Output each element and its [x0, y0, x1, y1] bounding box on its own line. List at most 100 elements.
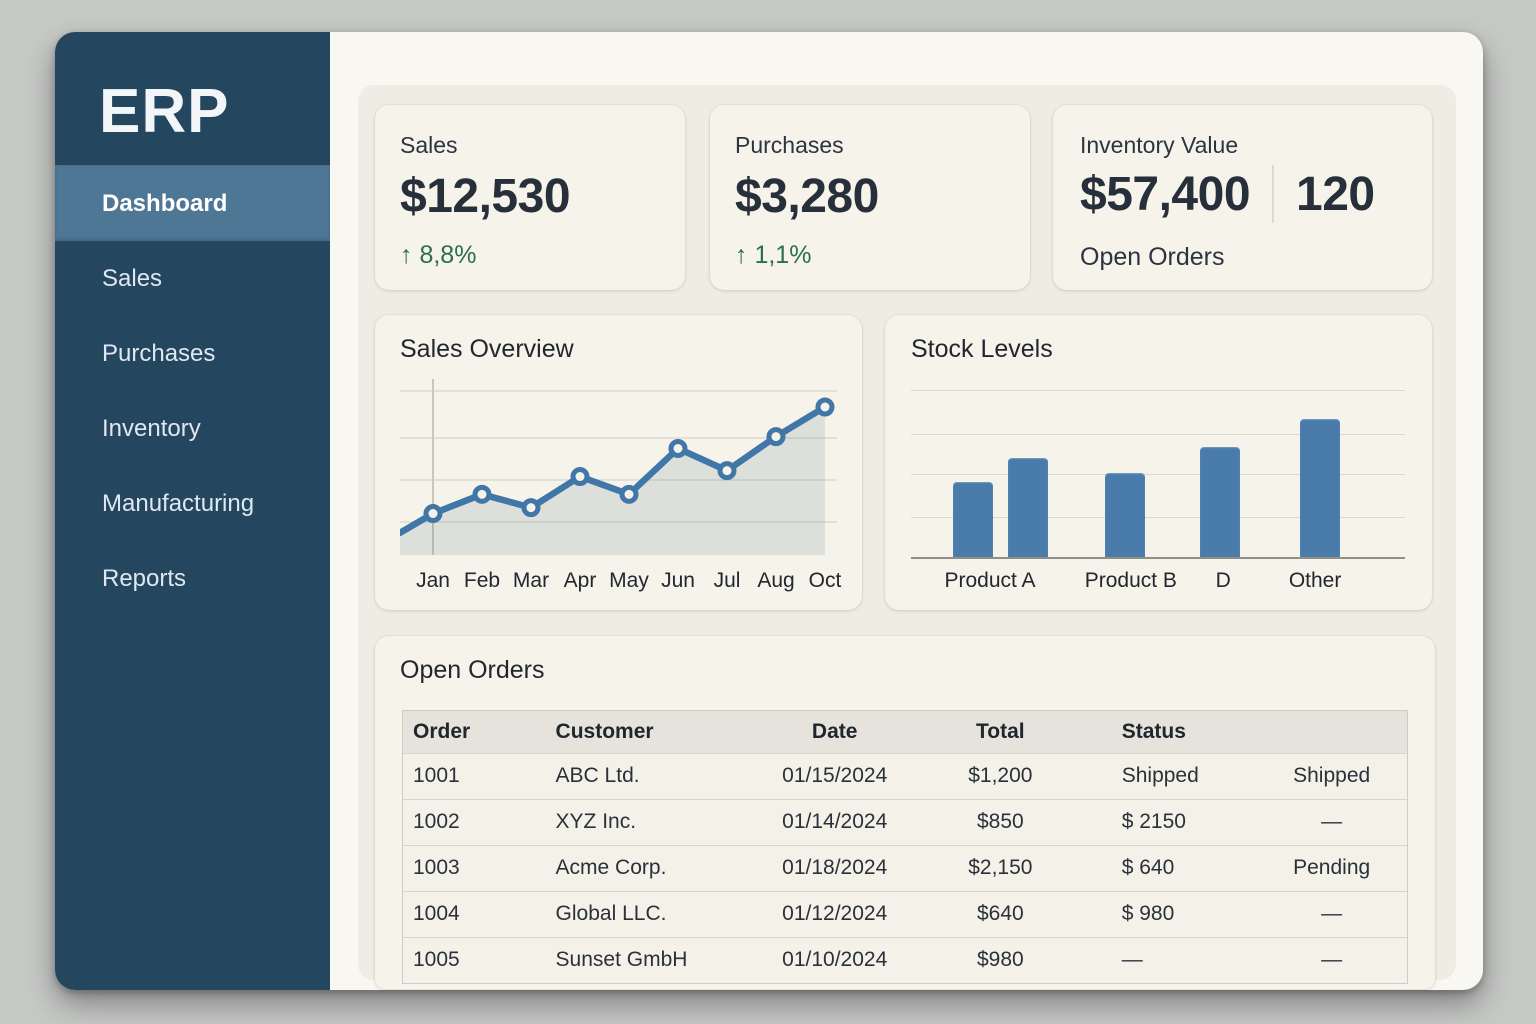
line-data-point [472, 484, 492, 504]
table-row[interactable]: 1001 ABC Ltd. 01/15/2024 $1,200 Shipped Shipp… [403, 753, 1407, 799]
sidebar-item-dashboard[interactable]: Dashboard [55, 166, 330, 241]
line-data-point [717, 461, 737, 481]
table-cell: — [1321, 810, 1343, 833]
stock-bar [1007, 457, 1048, 557]
kpi-purchases-delta: ↑ 1,1% [735, 241, 811, 270]
column-header-status: Status [1121, 719, 1186, 743]
table-row[interactable]: 1004 Global LLC. 01/12/2024 $640 $ 980 — [403, 891, 1407, 937]
kpi-inventory-label: Inventory Value [1080, 132, 1239, 158]
kpi-card-sales: Sales $12,530 ↑ 8,8% [375, 105, 685, 290]
stock-bar [1199, 446, 1240, 557]
sidebar-item-inventory[interactable]: Inventory [102, 414, 201, 442]
kpi-inventory-sublabel: Open Orders [1080, 243, 1225, 271]
kpi-card-inventory: Inventory Value $57,400 120 Open Orders [1053, 105, 1432, 290]
table-cell: Shipped [1121, 764, 1199, 787]
table-cell: $ 980 [1121, 902, 1175, 925]
kpi-card-purchases: Purchases $3,280 ↑ 1,1% [710, 105, 1030, 290]
gridline [911, 516, 1405, 518]
arrow-up-icon: ↑ [400, 241, 413, 269]
sidebar-item-manufacturing[interactable]: Manufacturing [102, 489, 255, 517]
sidebar-item-sales[interactable]: Sales [102, 264, 163, 292]
x-axis-tick-label: Product B [1084, 569, 1177, 592]
x-axis-tick-label: May [609, 569, 649, 592]
table-cell: 01/15/2024 [782, 764, 888, 787]
sidebar-item-reports[interactable]: Reports [102, 564, 187, 592]
table-header-row: Order Customer Date Total Status [403, 711, 1407, 753]
stock-chart-x-axis: Product A Product B D Other [911, 569, 1405, 597]
line-data-point [570, 467, 590, 487]
table-cell: $850 [976, 810, 1024, 833]
table-cell: ABC Ltd. [555, 764, 640, 787]
stock-bar [1105, 472, 1146, 557]
table-cell: — [1121, 948, 1143, 972]
gridline [911, 389, 1405, 391]
vertical-divider [1272, 165, 1275, 223]
x-axis-tick-label: D [1215, 569, 1231, 592]
table-cell: 1005 [413, 948, 460, 972]
sales-overview-card: Sales Overview Jan Feb Mar Apr May Jun Jul Aug O… [375, 315, 862, 610]
table-cell: 01/10/2024 [782, 948, 888, 972]
x-axis-tick-label: Mar [512, 569, 550, 592]
arrow-up-icon: ↑ [735, 241, 748, 269]
table-cell: 1001 [413, 764, 460, 787]
table-row[interactable]: 1003 Acme Corp. 01/18/2024 $2,150 $ 640 Pendi… [403, 845, 1407, 891]
stock-bar [952, 482, 993, 557]
sales-overview-title: Sales Overview [400, 335, 574, 363]
x-axis-tick-label: Product A [944, 569, 1036, 592]
column-header-customer: Customer [555, 719, 654, 743]
table-cell: $980 [976, 948, 1024, 972]
kpi-sales-label: Sales [400, 132, 458, 158]
stock-bar [1299, 419, 1340, 557]
table-cell: Global LLC. [555, 902, 667, 925]
open-orders-table: Order Customer Date Total Status 1001 ABC Ltd… [403, 711, 1407, 983]
table-cell: — [1321, 948, 1343, 972]
erp-window: ERP Dashboard Sales Purchases Inventory Manu… [55, 32, 1483, 990]
x-axis-tick-label: Oct [808, 569, 842, 592]
table-cell: Pending [1293, 856, 1371, 879]
line-data-point [815, 397, 835, 417]
gridline [911, 433, 1405, 435]
sales-chart-x-axis: Jan Feb Mar Apr May Jun Jul Aug Oct [400, 569, 841, 597]
x-axis-tick-label: Feb [463, 569, 501, 592]
table-cell: 01/12/2024 [782, 902, 888, 925]
table-cell: XYZ Inc. [555, 810, 637, 833]
column-header-total: Total [976, 719, 1025, 743]
open-orders-table-wrap: Order Customer Date Total Status 1001 ABC Ltd… [402, 710, 1408, 984]
x-axis-tick-label: Apr [563, 569, 597, 592]
kpi-purchases-delta-value: 1,1% [754, 241, 812, 269]
table-cell: $640 [976, 902, 1024, 925]
table-row[interactable]: 1002 XYZ Inc. 01/14/2024 $850 $ 2150 — [403, 799, 1407, 845]
table-header: Order Customer Date Total Status [403, 711, 1407, 753]
table-cell: — [1321, 902, 1343, 925]
kpi-purchases-label: Purchases [735, 132, 844, 158]
stock-bar-chart [911, 373, 1405, 559]
kpi-sales-delta: ↑ 8,8% [400, 241, 476, 270]
stock-levels-title: Stock Levels [911, 335, 1053, 363]
sidebar-nav: Dashboard Sales Purchases Inventory Manufact… [55, 165, 330, 616]
table-cell: Shipped [1293, 764, 1371, 787]
gridline [911, 474, 1405, 476]
app-logo: ERP [99, 77, 230, 146]
table-row[interactable]: 1005 Sunset GmbH 01/10/2024 $980 — — [403, 937, 1407, 983]
table-cell: $ 2150 [1121, 810, 1186, 833]
sidebar-item-purchases[interactable]: Purchases [102, 339, 216, 367]
table-cell: $ 640 [1121, 856, 1175, 879]
sidebar: ERP Dashboard Sales Purchases Inventory Manu… [55, 32, 330, 990]
x-axis-tick-label: Jun [661, 569, 695, 592]
column-header-order: Order [413, 719, 471, 743]
kpi-purchases-value: $3,280 [735, 170, 879, 223]
line-data-point [766, 427, 786, 447]
x-axis-tick-label: Jul [713, 569, 741, 592]
sales-line-chart [396, 373, 837, 568]
line-data-point [619, 484, 639, 504]
stock-levels-card: Stock Levels Product A Product B D Other [885, 315, 1432, 610]
x-axis-tick-label: Jan [416, 569, 450, 592]
main-content: Sales $12,530 ↑ 8,8% Purchases $3,280 ↑ … [330, 32, 1483, 990]
open-orders-card: Open Orders Order Customer Date Total Status… [375, 636, 1435, 989]
table-cell: $2,150 [968, 856, 1033, 879]
table-cell: 1003 [413, 856, 460, 879]
open-orders-title: Open Orders [400, 656, 545, 684]
column-header-date: Date [811, 719, 858, 743]
kpi-sales-delta-value: 8,8% [419, 241, 477, 269]
table-cell: 01/18/2024 [782, 856, 888, 879]
